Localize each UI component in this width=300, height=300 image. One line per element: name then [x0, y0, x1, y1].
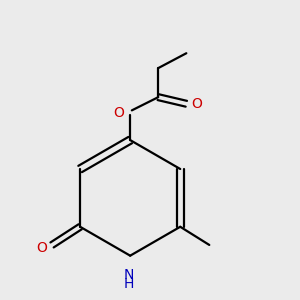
Text: H: H: [123, 277, 134, 291]
Text: O: O: [36, 241, 47, 255]
Text: N: N: [123, 268, 134, 282]
Text: O: O: [113, 106, 124, 120]
Text: O: O: [191, 98, 202, 111]
